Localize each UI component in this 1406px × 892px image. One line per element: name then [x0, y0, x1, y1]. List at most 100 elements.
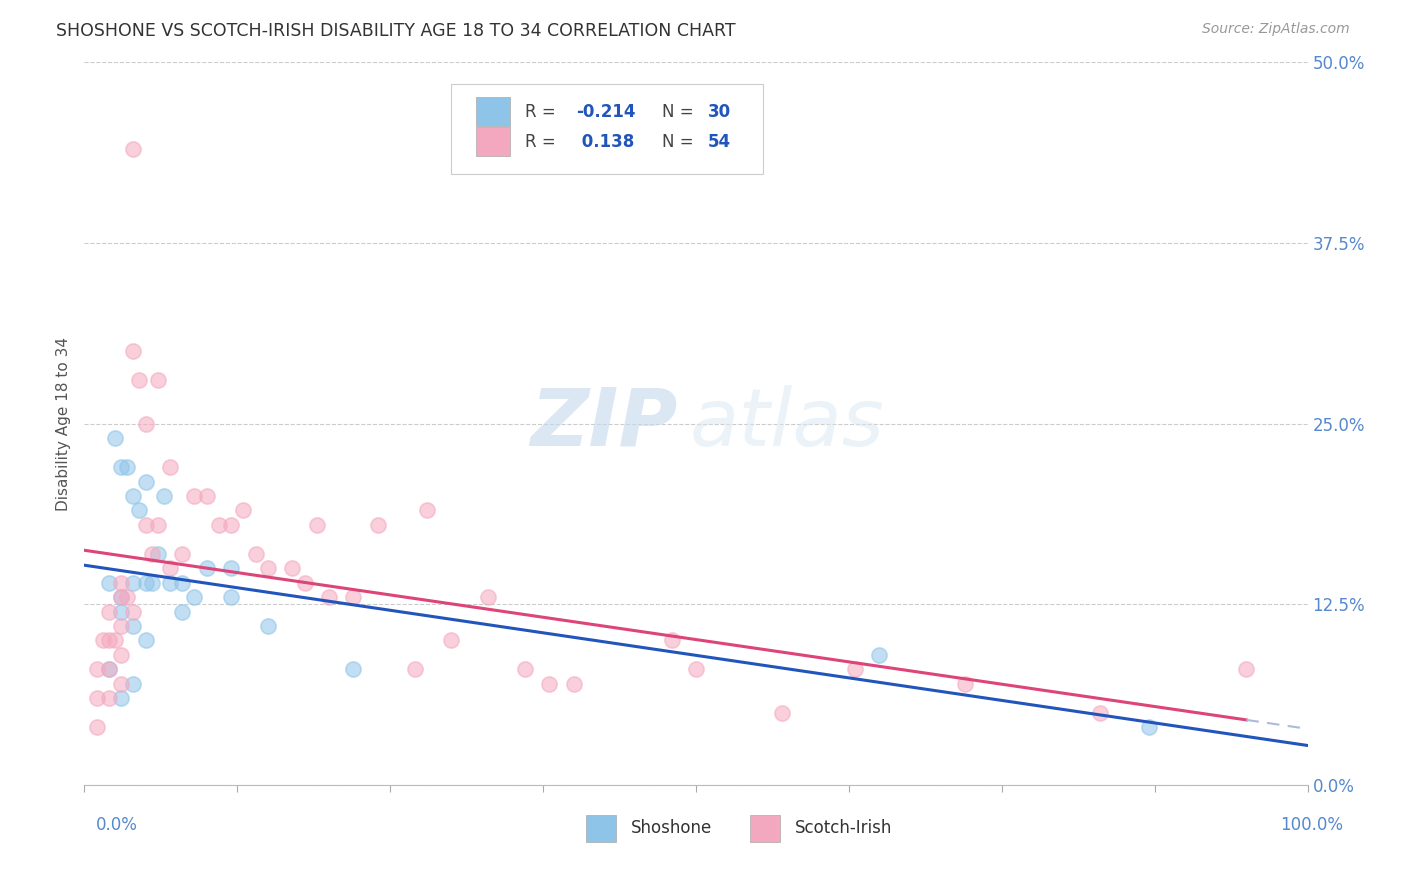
Point	[844, 662, 866, 676]
Point	[257, 619, 280, 633]
Point	[245, 547, 267, 561]
Point	[115, 590, 138, 604]
Point	[110, 691, 132, 706]
Point	[110, 605, 132, 619]
Bar	[475, 128, 510, 156]
Point	[416, 503, 439, 517]
Point	[141, 547, 163, 561]
Point	[122, 575, 145, 590]
Point	[685, 662, 707, 676]
Point	[440, 633, 463, 648]
Text: R =: R =	[524, 133, 561, 151]
Point	[661, 633, 683, 648]
Point	[135, 517, 157, 532]
Text: 0.0%: 0.0%	[96, 816, 138, 834]
Point	[1236, 662, 1258, 676]
Point	[86, 662, 108, 676]
Point	[195, 561, 218, 575]
Point	[294, 575, 316, 590]
Bar	[475, 97, 510, 126]
Point	[97, 662, 120, 676]
Text: SHOSHONE VS SCOTCH-IRISH DISABILITY AGE 18 TO 34 CORRELATION CHART: SHOSHONE VS SCOTCH-IRISH DISABILITY AGE …	[56, 22, 735, 40]
Text: Scotch-Irish: Scotch-Irish	[794, 820, 893, 838]
Point	[110, 619, 132, 633]
Point	[104, 633, 127, 648]
Point	[232, 503, 254, 517]
FancyBboxPatch shape	[451, 84, 763, 175]
Point	[110, 460, 132, 475]
Point	[110, 648, 132, 662]
Point	[183, 489, 205, 503]
Text: ZIP: ZIP	[530, 384, 678, 463]
Point	[122, 142, 145, 156]
Point	[122, 489, 145, 503]
Point	[97, 691, 120, 706]
Point	[110, 677, 132, 691]
Point	[172, 605, 194, 619]
Point	[869, 648, 891, 662]
Point	[146, 517, 169, 532]
Point	[1137, 720, 1160, 734]
Text: N =: N =	[662, 103, 699, 120]
Point	[97, 575, 120, 590]
Text: 54: 54	[709, 133, 731, 151]
Bar	[749, 814, 780, 842]
Point	[153, 489, 176, 503]
Point	[318, 590, 340, 604]
Text: -0.214: -0.214	[576, 103, 636, 120]
Point	[146, 373, 169, 387]
Point	[135, 575, 157, 590]
Point	[110, 575, 132, 590]
Point	[122, 677, 145, 691]
Point	[110, 590, 132, 604]
Point	[159, 561, 181, 575]
Point	[1088, 706, 1111, 720]
Text: N =: N =	[662, 133, 699, 151]
Y-axis label: Disability Age 18 to 34: Disability Age 18 to 34	[56, 336, 72, 511]
Point	[195, 489, 218, 503]
Point	[141, 575, 163, 590]
Point	[135, 633, 157, 648]
Bar	[586, 814, 616, 842]
Point	[128, 503, 150, 517]
Text: 100.0%: 100.0%	[1279, 816, 1343, 834]
Point	[183, 590, 205, 604]
Point	[305, 517, 328, 532]
Point	[172, 547, 194, 561]
Point	[342, 590, 364, 604]
Point	[404, 662, 426, 676]
Point	[135, 475, 157, 489]
Text: 0.138: 0.138	[576, 133, 634, 151]
Point	[122, 619, 145, 633]
Point	[86, 691, 108, 706]
Point	[97, 633, 120, 648]
Point	[122, 344, 145, 359]
Point	[97, 662, 120, 676]
Point	[367, 517, 389, 532]
Point	[122, 605, 145, 619]
Text: atlas: atlas	[690, 384, 884, 463]
Point	[128, 373, 150, 387]
Point	[562, 677, 585, 691]
Point	[281, 561, 304, 575]
Point	[219, 561, 242, 575]
Point	[477, 590, 499, 604]
Point	[159, 460, 181, 475]
Point	[104, 431, 127, 445]
Text: Source: ZipAtlas.com: Source: ZipAtlas.com	[1202, 22, 1350, 37]
Point	[115, 460, 138, 475]
Point	[342, 662, 364, 676]
Text: 30: 30	[709, 103, 731, 120]
Point	[146, 547, 169, 561]
Point	[219, 517, 242, 532]
Point	[257, 561, 280, 575]
Point	[208, 517, 231, 532]
Point	[97, 605, 120, 619]
Point	[86, 720, 108, 734]
Point	[770, 706, 793, 720]
Point	[538, 677, 561, 691]
Point	[172, 575, 194, 590]
Point	[110, 590, 132, 604]
Point	[219, 590, 242, 604]
Point	[135, 417, 157, 431]
